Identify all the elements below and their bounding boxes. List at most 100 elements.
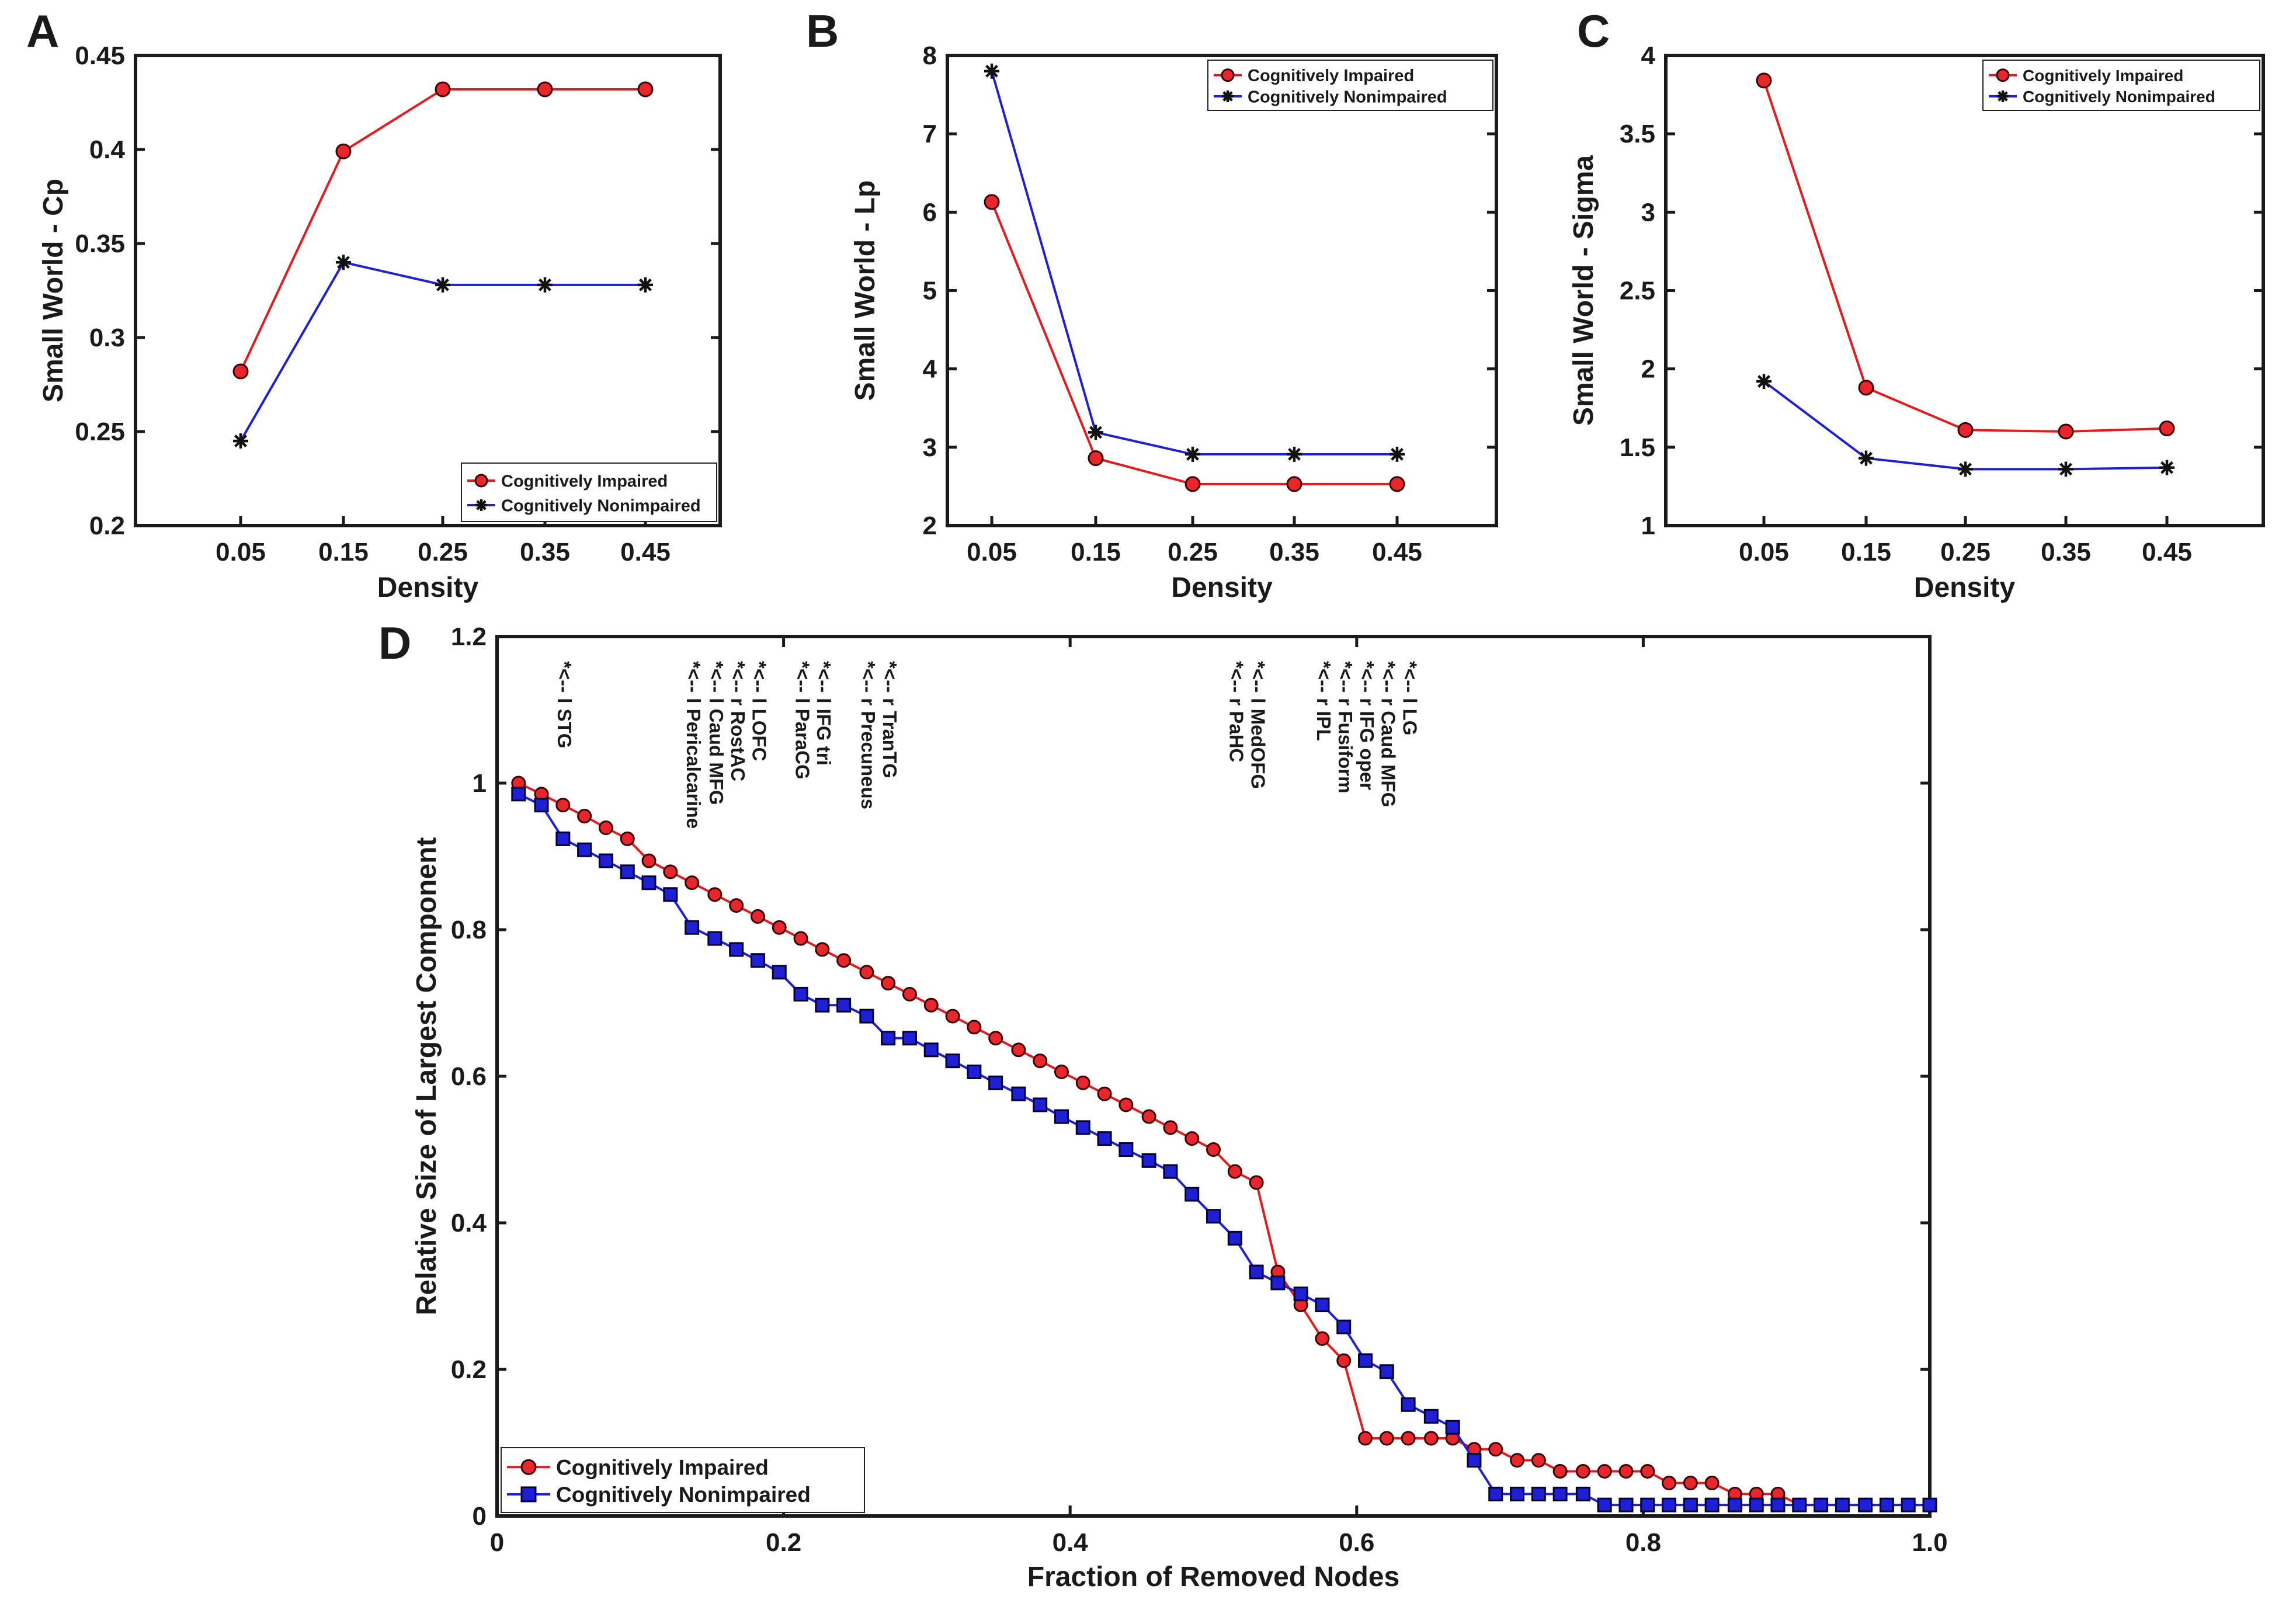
- data-point-impaired: [620, 831, 635, 846]
- x-tick-label: 0.4: [1053, 1528, 1089, 1557]
- asterisk-stroke: [337, 256, 350, 269]
- data-point-nonimpaired: [2159, 460, 2175, 475]
- legend-label: Cognitively Nonimpaired: [2023, 88, 2215, 106]
- data-point-impaired: [1227, 1164, 1242, 1179]
- x-tick-label: 0.35: [2041, 538, 2091, 566]
- node-annotation: *<-- r Caud MFG: [1378, 661, 1399, 807]
- y-tick-label: 0.8: [451, 916, 487, 944]
- x-tick-label: 0.05: [216, 538, 266, 566]
- asterisk-stroke: [1959, 463, 1972, 476]
- data-point-nonimpaired: [1336, 1319, 1352, 1334]
- data-point-nonimpaired: [1640, 1497, 1655, 1512]
- data-point-nonimpaired: [555, 831, 571, 846]
- data-point-nonimpaired: [1510, 1486, 1525, 1501]
- legend-box: [1982, 60, 2260, 111]
- data-point-nonimpaired: [1704, 1497, 1720, 1512]
- data-point-impaired: [1163, 1120, 1178, 1135]
- data-point-impaired: [945, 1009, 960, 1024]
- y-tick-label: 4: [923, 355, 937, 384]
- data-point-nonimpaired: [1756, 374, 1772, 390]
- data-point-nonimpaired: [1618, 1497, 1634, 1512]
- data-point-impaired: [685, 875, 700, 891]
- asterisk-stroke: [1222, 91, 1233, 102]
- data-point-impaired: [555, 798, 571, 813]
- node-annotation: *<-- r IFG oper: [1356, 661, 1378, 790]
- node-annotation: *<-- l Caud MFG: [706, 661, 727, 805]
- data-point-nonimpaired: [967, 1064, 982, 1079]
- data-point-nonimpaired: [1575, 1486, 1590, 1501]
- data-point-nonimpaired: [1423, 1409, 1439, 1424]
- data-point-nonimpaired: [1390, 446, 1405, 462]
- data-point-nonimpaired: [1770, 1497, 1786, 1512]
- legend-box: [461, 463, 717, 522]
- x-tick-label: 0.2: [766, 1528, 801, 1557]
- node-annotation: *<-- r Fusiform: [1335, 661, 1356, 793]
- data-point-impaired: [1683, 1476, 1698, 1491]
- x-tick-label: 0.45: [620, 538, 671, 566]
- data-point-nonimpaired: [435, 277, 450, 293]
- legend-label: Cognitively Nonimpaired: [1248, 88, 1447, 106]
- legend: Cognitively Impaired Cognitively Nonimpai…: [461, 463, 717, 522]
- asterisk-stroke: [436, 278, 449, 291]
- chart-panel-D: D 0 0.2 0.4 0.6 0.8 1 1.2 0 0.2 0.4 0.6 0.8 1.0 Fracti…: [378, 617, 1948, 1592]
- node-annotation: *<-- r RostAC: [727, 661, 749, 781]
- data-point-nonimpaired: [1293, 1286, 1308, 1302]
- data-point-impaired: [881, 976, 896, 991]
- chart-panel-C: C 1 1.5 2 2.5 3 3.5 4 0.05 0.15 0.25 0.35 0.45 Densit…: [1568, 5, 2265, 603]
- x-tick-label: 0.15: [318, 538, 369, 566]
- data-point-nonimpaired: [1792, 1497, 1807, 1512]
- data-point-nonimpaired: [1379, 1364, 1394, 1379]
- data-point-impaired: [859, 965, 874, 980]
- data-point-nonimpaired: [233, 433, 248, 449]
- data-point-nonimpaired: [336, 255, 351, 270]
- y-tick-label: 2.5: [1620, 277, 1655, 305]
- node-annotation: *<-- l IFG tri: [813, 661, 835, 766]
- y-tick-label: 4: [1641, 41, 1656, 70]
- legend-marker: [1222, 90, 1234, 102]
- data-point-impaired: [1662, 1476, 1677, 1491]
- data-point-nonimpaired: [1859, 450, 1874, 466]
- y-tick-label: 0.3: [89, 324, 125, 352]
- asterisk-stroke: [639, 278, 652, 291]
- data-point-impaired: [1389, 476, 1405, 492]
- data-point-nonimpaired: [1011, 1086, 1026, 1101]
- node-annotation: *<-- r Precuneus: [857, 661, 879, 809]
- asterisk-stroke: [476, 500, 487, 510]
- legend-marker: [1997, 90, 2009, 102]
- legend: Cognitively Impaired Cognitively Nonimpai…: [1982, 60, 2260, 111]
- asterisk-stroke: [1288, 447, 1301, 461]
- y-tick-label: 7: [923, 120, 937, 148]
- legend-marker: [520, 1459, 537, 1475]
- data-point-nonimpaired: [1088, 425, 1103, 440]
- data-point-nonimpaired: [1879, 1497, 1894, 1512]
- asterisk-stroke: [539, 278, 551, 291]
- y-tick-label: 1.2: [451, 623, 487, 651]
- y-tick-label: 0: [473, 1502, 487, 1531]
- asterisk-stroke: [1757, 375, 1770, 388]
- data-point-impaired: [1054, 1064, 1069, 1079]
- y-tick-label: 0.35: [75, 230, 125, 258]
- data-point-nonimpaired: [836, 997, 852, 1013]
- data-point-nonimpaired: [511, 787, 526, 802]
- data-point-impaired: [729, 898, 744, 913]
- y-tick-label: 0.4: [89, 135, 126, 164]
- data-point-nonimpaired: [1814, 1497, 1829, 1512]
- data-point-nonimpaired: [1358, 1353, 1373, 1368]
- data-point-nonimpaired: [1858, 1497, 1873, 1512]
- data-point-impaired: [923, 997, 939, 1013]
- asterisk-stroke: [1186, 447, 1199, 461]
- y-axis-label: Relative Size of Largest Component: [411, 837, 442, 1316]
- data-point-nonimpaired: [1185, 446, 1200, 462]
- data-point-nonimpaired: [1922, 1497, 1937, 1512]
- data-point-nonimpaired: [1552, 1486, 1568, 1501]
- legend: Cognitively Impaired Cognitively Nonimpai…: [501, 1447, 865, 1513]
- y-tick-label: 8: [923, 41, 937, 70]
- legend-label: Cognitively Impaired: [556, 1456, 769, 1480]
- data-point-impaired: [1075, 1075, 1090, 1090]
- y-tick-label: 0.45: [75, 41, 125, 70]
- data-point-impaired: [772, 920, 787, 935]
- asterisk-stroke: [1860, 451, 1873, 465]
- data-point-nonimpaired: [984, 63, 999, 79]
